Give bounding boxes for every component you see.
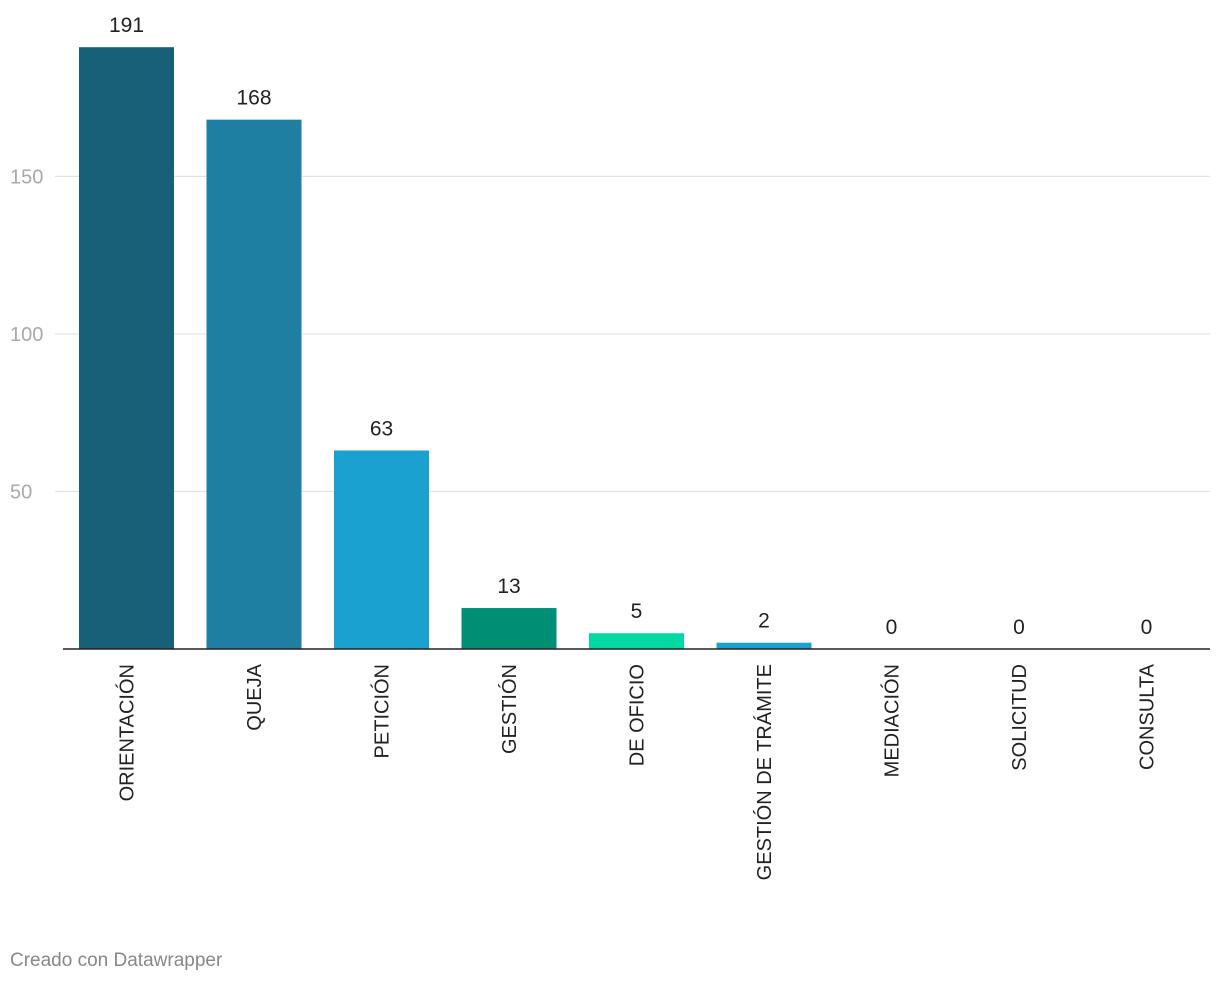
data-label: 168 xyxy=(236,87,271,110)
category-label: PETICIÓN xyxy=(371,664,394,758)
y-tick-label: 150 xyxy=(10,166,43,188)
data-label: 191 xyxy=(109,14,144,37)
category-label: QUEJA xyxy=(244,663,266,730)
category-label: GESTIÓN DE TRÁMITE xyxy=(753,664,776,880)
bar xyxy=(589,633,684,649)
bar xyxy=(716,642,812,649)
y-axis-ticks: 50 100 150 xyxy=(10,166,43,503)
data-label: 0 xyxy=(1141,616,1153,639)
data-label: 63 xyxy=(370,417,393,440)
bars xyxy=(79,47,812,650)
category-labels: ORIENTACIÓN QUEJA PETICIÓN GESTIÓN DE OFICIO… xyxy=(116,663,1159,880)
category-label: SOLICITUD xyxy=(1009,664,1031,771)
bar xyxy=(461,608,557,649)
category-label: DE OFICIO xyxy=(627,664,649,766)
bar-chart: 50 100 150 191 168 63 13 5 2 0 0 0 ORIENTACIÓN QUEJ… xyxy=(10,14,1210,880)
chart-credit: Creado con Datawrapper xyxy=(10,950,223,971)
data-labels: 191 168 63 13 5 2 0 0 0 xyxy=(109,14,1152,639)
bar xyxy=(334,450,429,649)
category-label: GESTIÓN xyxy=(498,664,521,754)
bar xyxy=(79,47,174,649)
data-label: 13 xyxy=(497,575,520,598)
data-label: 5 xyxy=(631,600,643,623)
y-tick-label: 100 xyxy=(10,324,43,346)
category-label: CONSULTA xyxy=(1137,663,1159,770)
bar xyxy=(206,119,302,650)
data-label: 2 xyxy=(758,610,770,633)
data-label: 0 xyxy=(886,616,898,639)
category-label: MEDIACIÓN xyxy=(881,664,904,777)
data-label: 0 xyxy=(1013,616,1025,639)
y-tick-label: 50 xyxy=(10,481,32,503)
category-label: ORIENTACIÓN xyxy=(116,664,139,801)
